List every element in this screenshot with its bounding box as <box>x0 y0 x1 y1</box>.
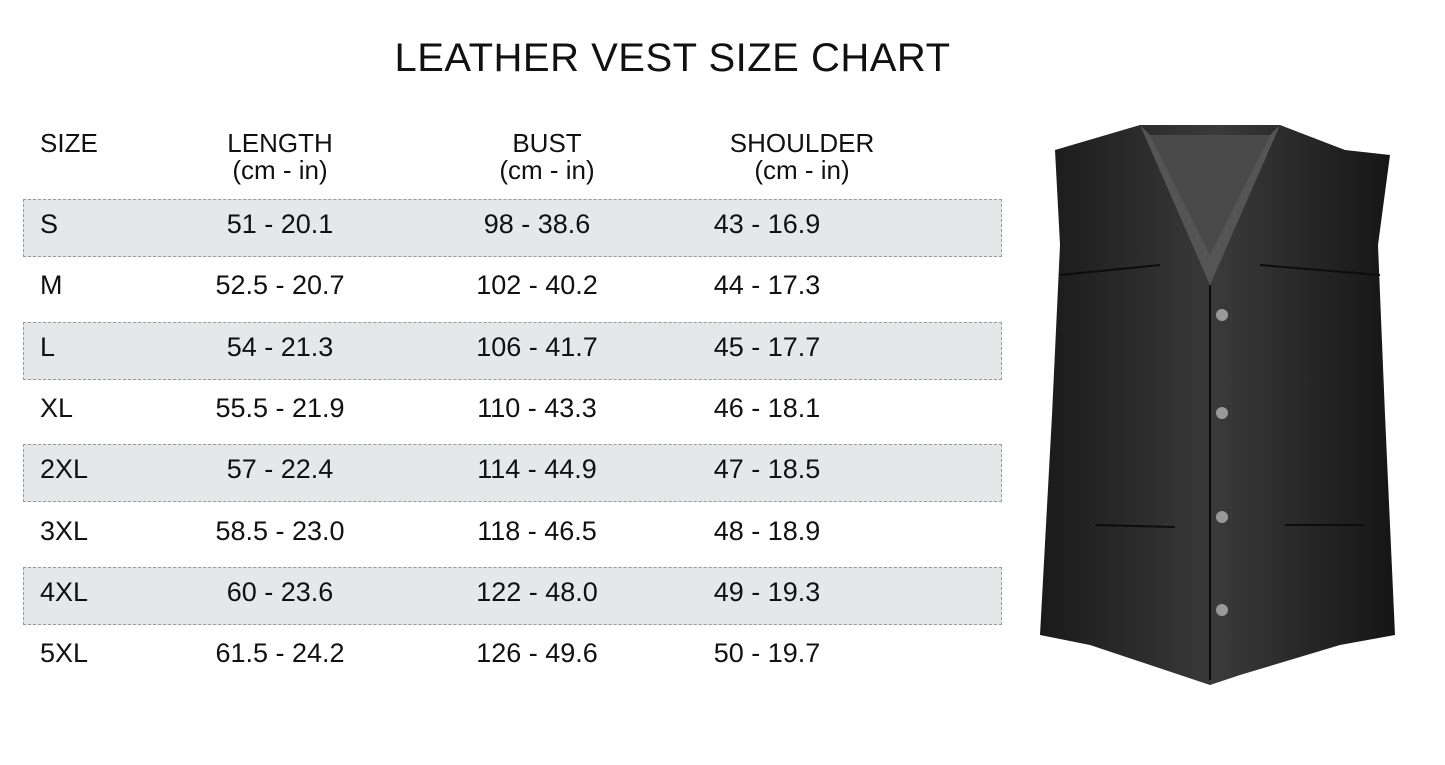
bust-cell: 118 - 46.5 <box>477 515 597 546</box>
size-cell: M <box>40 270 63 301</box>
length-cell: 58.5 - 23.0 <box>215 515 345 546</box>
header-unit: (cm - in) <box>232 155 328 185</box>
size-cell: XL <box>40 392 74 423</box>
length-cell: 55.5 - 21.9 <box>215 392 345 423</box>
header-bust: BUST (cm - in) <box>447 130 647 184</box>
shoulder-cell: 45 - 17.7 <box>713 331 821 362</box>
size-cell: L <box>40 331 56 362</box>
bust-cell: 126 - 49.6 <box>476 638 598 669</box>
header-label: SHOULDER <box>729 128 875 158</box>
bust-cell: 122 - 48.0 <box>476 576 598 607</box>
bust-cell: 102 - 40.2 <box>476 270 598 301</box>
length-cell: 54 - 21.3 <box>226 331 334 362</box>
header-size: SIZE <box>40 130 98 157</box>
page-title: LEATHER VEST SIZE CHART <box>394 36 951 80</box>
size-cell: 5XL <box>40 638 89 669</box>
header-length: LENGTH (cm - in) <box>180 130 380 184</box>
row-band <box>23 199 1002 257</box>
bust-cell: 114 - 44.9 <box>477 454 597 485</box>
bust-cell: 98 - 38.6 <box>483 209 591 239</box>
row-band <box>23 566 1002 625</box>
length-cell: 52.5 - 20.7 <box>215 270 345 301</box>
row-band <box>23 321 1002 380</box>
header-label: LENGTH <box>227 128 333 158</box>
length-cell: 60 - 23.6 <box>226 576 334 607</box>
bust-cell: 110 - 43.3 <box>477 392 597 423</box>
length-cell: 51 - 20.1 <box>226 209 334 239</box>
size-cell: 3XL <box>40 515 89 546</box>
shoulder-cell: 46 - 18.1 <box>713 392 821 423</box>
length-cell: 57 - 22.4 <box>226 454 334 485</box>
header-unit: (cm - in) <box>754 155 850 185</box>
header-label: SIZE <box>40 128 98 158</box>
shoulder-cell: 43 - 16.9 <box>713 209 821 239</box>
size-cell: 2XL <box>40 454 89 485</box>
leather-vest-image <box>1040 125 1395 685</box>
header-shoulder: SHOULDER (cm - in) <box>697 130 907 184</box>
length-cell: 61.5 - 24.2 <box>215 638 345 669</box>
shoulder-cell: 44 - 17.3 <box>713 270 821 301</box>
bust-cell: 106 - 41.7 <box>476 331 598 362</box>
shoulder-cell: 47 - 18.5 <box>713 454 821 485</box>
row-band <box>23 444 1002 503</box>
size-cell: 4XL <box>40 576 89 607</box>
shoulder-cell: 49 - 19.3 <box>713 576 821 607</box>
shoulder-cell: 50 - 19.7 <box>713 638 821 669</box>
size-cell: S <box>40 209 59 239</box>
header-unit: (cm - in) <box>499 155 595 185</box>
header-label: BUST <box>512 128 582 158</box>
shoulder-cell: 48 - 18.9 <box>713 515 821 546</box>
